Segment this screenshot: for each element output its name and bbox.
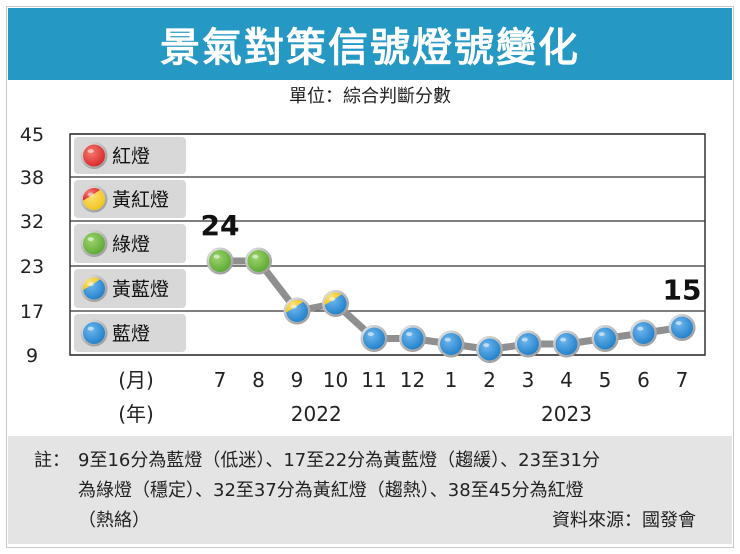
- x-tick-7: 2: [483, 368, 496, 392]
- x-tick-4: 11: [361, 368, 386, 392]
- data-point-6: [437, 330, 465, 358]
- footnote-line-2: 為綠燈（穩定）、32至37分為黃紅燈（趨熱）、38至45分為紅燈: [78, 480, 584, 501]
- footnote-line-3: （熱絡）: [78, 510, 150, 531]
- footnote: 註： 9至16分為藍燈（低迷）、17至22分為黃藍燈（趨緩）、23至31分 為綠…: [8, 436, 732, 544]
- data-source: 資料來源：國發會: [552, 510, 696, 531]
- band-label-0: 紅燈: [112, 146, 150, 168]
- y-tick-38: 38: [20, 167, 44, 189]
- data-point-1: [245, 247, 272, 275]
- band-label-2: 綠燈: [112, 234, 150, 256]
- band-lamp-4: [80, 319, 108, 347]
- x-tick-2: 9: [291, 368, 304, 392]
- band-lamp-1: [80, 185, 108, 213]
- x-tick-3: 10: [323, 368, 348, 392]
- y-tick-32: 32: [20, 211, 44, 233]
- x-tick-8: 3: [522, 368, 535, 392]
- band-lamp-2: [80, 230, 108, 257]
- band-lamp-0: [80, 142, 108, 169]
- data-point-9: [553, 330, 580, 358]
- chart-title: 景氣對策信號燈號變化: [160, 25, 580, 71]
- value-label-1: 15: [663, 274, 702, 307]
- y-tick-17: 17: [20, 301, 44, 323]
- data-point-5: [399, 325, 426, 352]
- x-tick-5: 12: [400, 368, 425, 392]
- band-lamp-3: [80, 275, 108, 302]
- title-bar: 景氣對策信號燈號變化: [8, 8, 732, 80]
- x-tick-1: 8: [252, 368, 265, 392]
- unit-label: 單位：綜合判斷分數: [289, 86, 451, 107]
- month-axis-label: (月): [118, 368, 154, 392]
- year-axis-label: (年): [118, 402, 154, 426]
- data-point-0: [206, 247, 234, 275]
- footnote-line-1: 9至16分為藍燈（低迷）、17至22分為黃藍燈（趨緩）、23至31分: [78, 450, 600, 471]
- chart-area: 單位：綜合判斷分數 9 17 23 32 38 45 紅燈 黃紅燈 綠燈 黃藍燈 藍燈 24 15 (月)(…: [8, 80, 732, 434]
- data-point-8: [514, 330, 542, 358]
- data-point-4: [360, 325, 388, 352]
- x-tick-0: 7: [214, 368, 227, 392]
- data-point-7: [476, 336, 503, 363]
- value-label-0: 24: [201, 209, 240, 242]
- y-tick-23: 23: [20, 256, 44, 278]
- x-tick-12: 7: [676, 368, 689, 392]
- footnote-label: 註：: [34, 450, 70, 471]
- year-label-2023: 2023: [541, 402, 592, 426]
- x-tick-9: 4: [560, 368, 573, 392]
- band-label-4: 藍燈: [112, 323, 150, 345]
- line-chart: 單位：綜合判斷分數91723323845紅燈黃紅燈綠燈黃藍燈藍燈2415(月)(…: [20, 86, 706, 426]
- band-label-1: 黃紅燈: [112, 189, 169, 211]
- x-tick-11: 6: [637, 368, 650, 392]
- band-label-3: 黃藍燈: [112, 279, 169, 301]
- x-tick-6: 1: [445, 368, 458, 392]
- data-point-10: [591, 325, 619, 352]
- data-point-2: [283, 297, 311, 325]
- data-point-11: [630, 319, 657, 347]
- data-point-3: [322, 290, 349, 317]
- y-tick-9: 9: [26, 345, 38, 367]
- year-label-2022: 2022: [291, 402, 342, 426]
- x-tick-10: 5: [599, 368, 612, 392]
- y-tick-45: 45: [20, 124, 44, 146]
- data-point-12: [668, 314, 696, 341]
